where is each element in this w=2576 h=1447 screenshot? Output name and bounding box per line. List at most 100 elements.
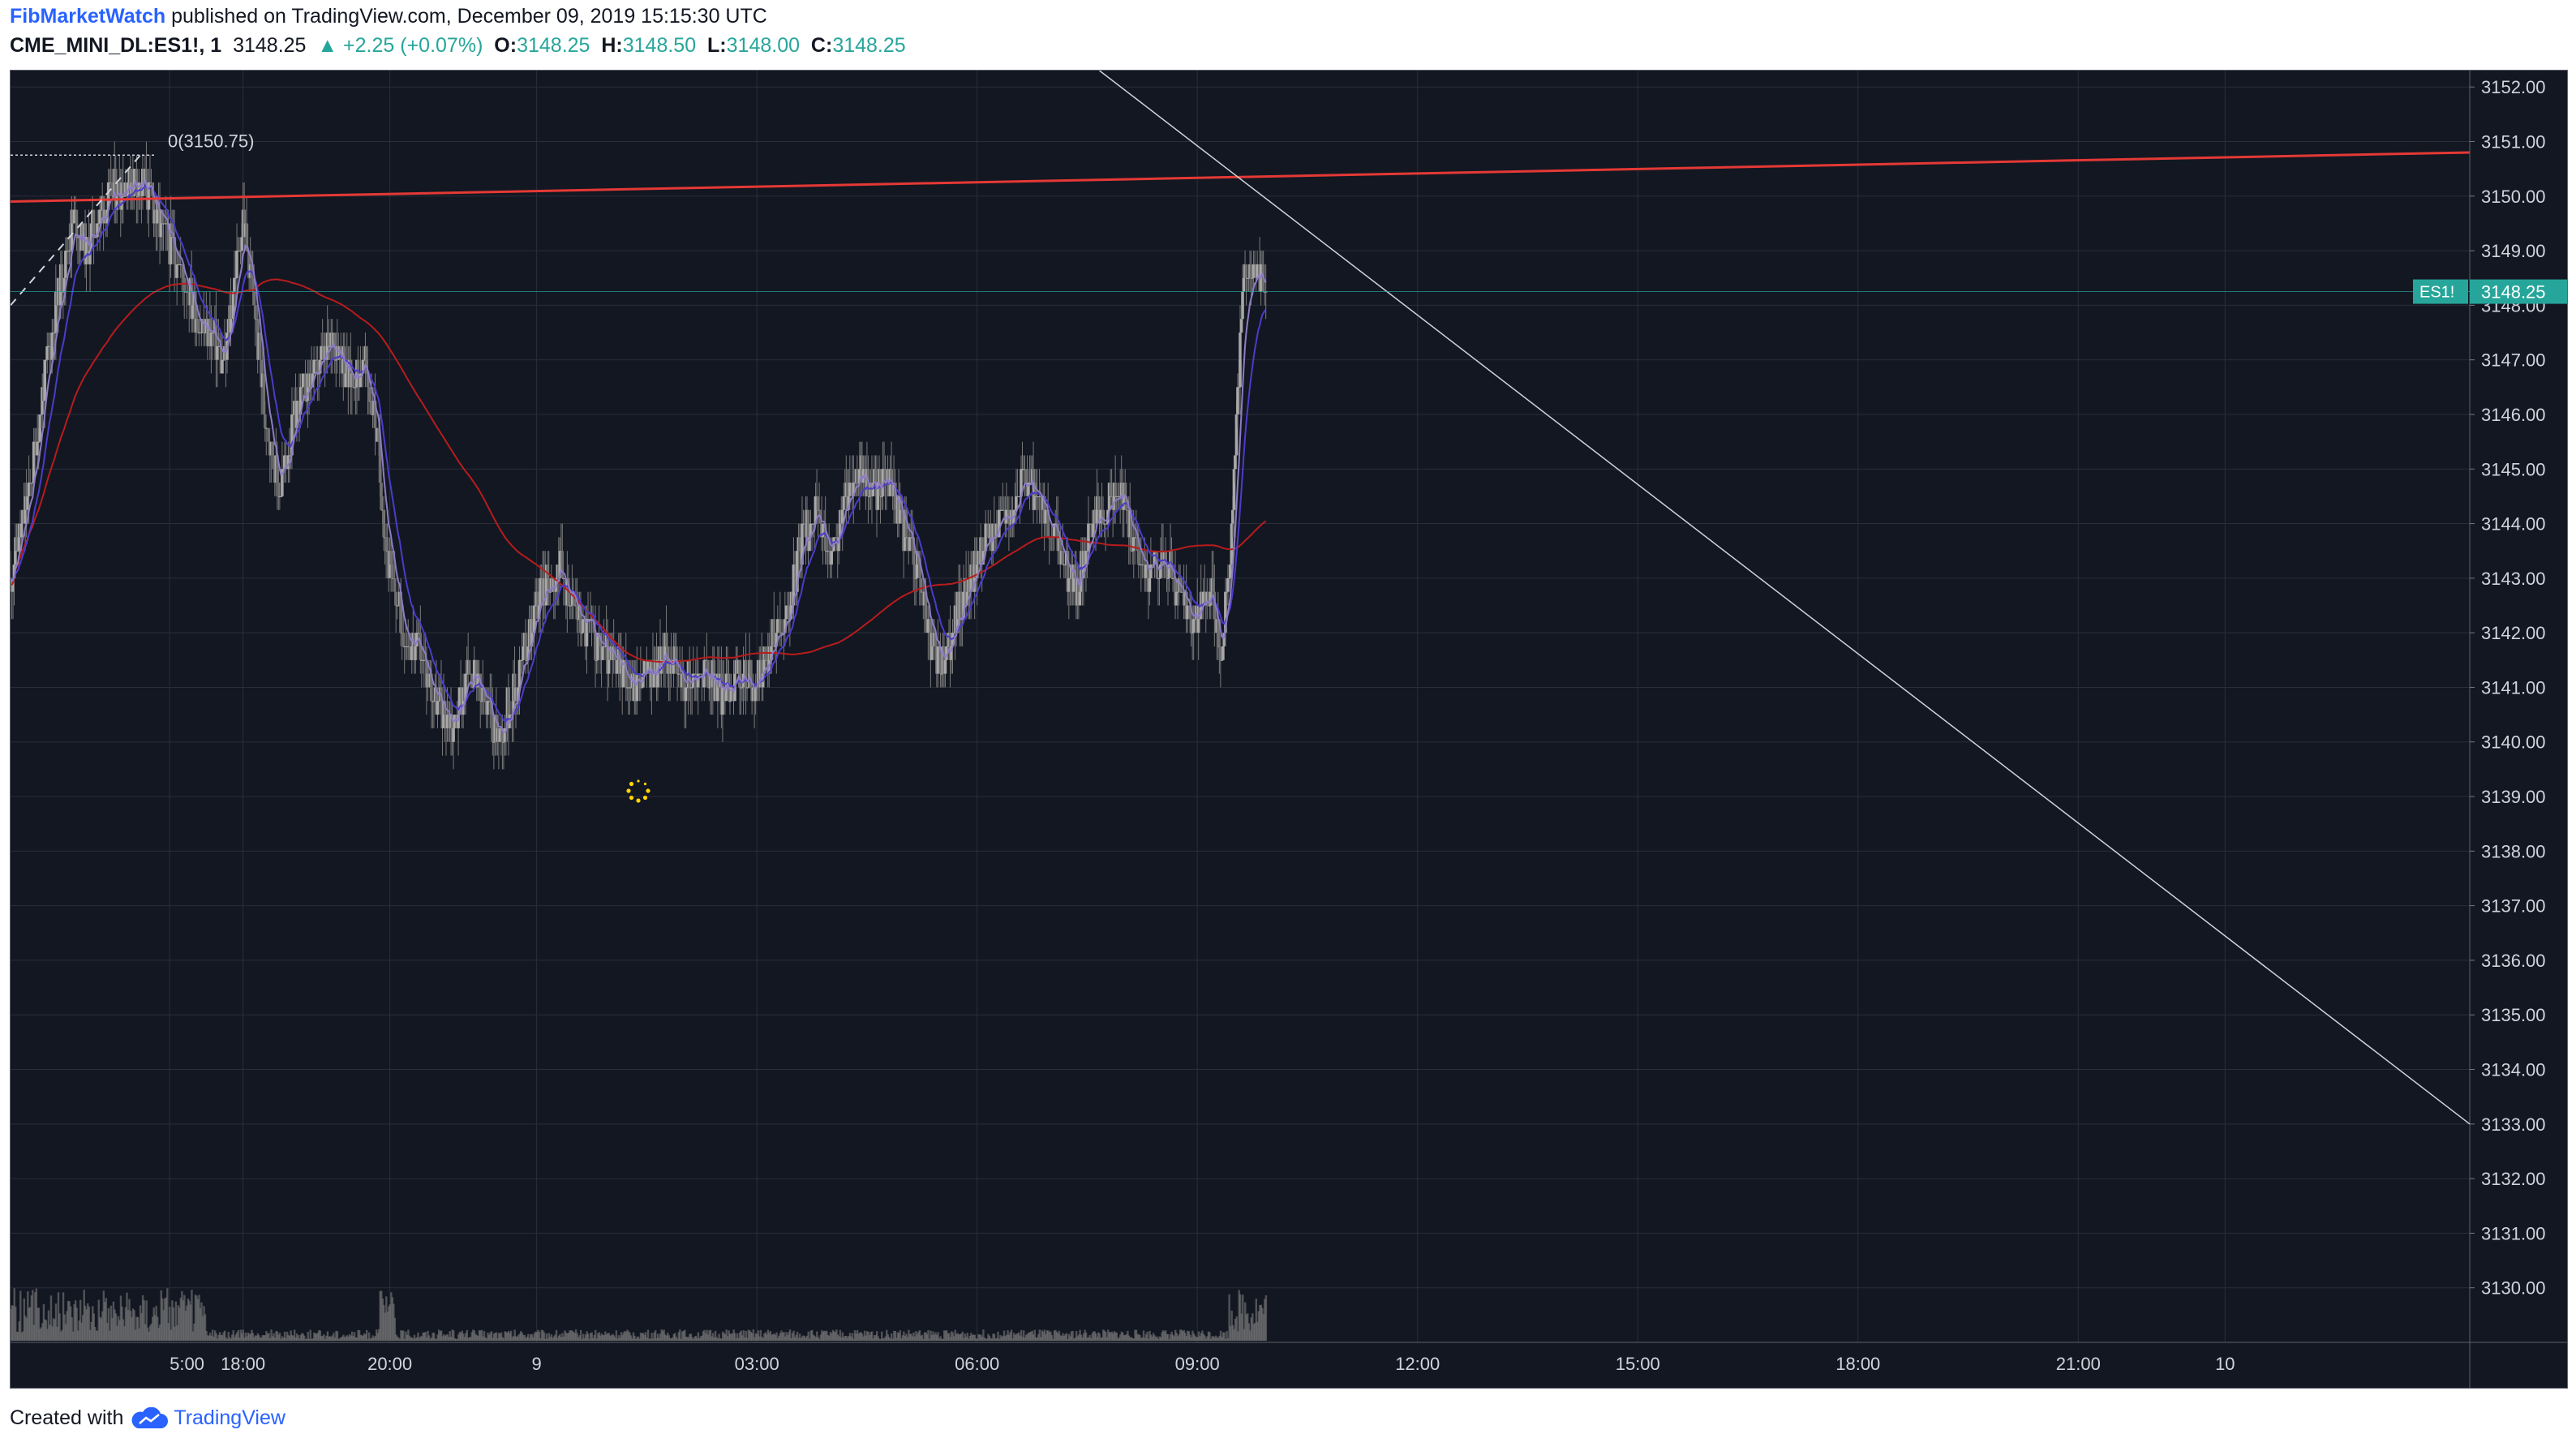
- candle-body: [517, 659, 522, 688]
- volume-bar: [379, 1290, 381, 1341]
- author-link[interactable]: FibMarketWatch: [10, 5, 166, 28]
- candle-body: [39, 414, 43, 415]
- volume-bar: [178, 1307, 181, 1341]
- volume-bar: [114, 1309, 116, 1341]
- volume-bar: [597, 1333, 599, 1341]
- candle-body: [640, 687, 644, 689]
- chart-pane[interactable]: 0(3150.75) 3130.00 3131.00 3132.00 3133.00 31…: [10, 70, 2568, 1389]
- volume-bar: [118, 1320, 121, 1341]
- candle-body: [753, 687, 758, 702]
- candle-body: [582, 619, 585, 633]
- time-tick-label: 09:00: [1175, 1354, 1220, 1374]
- close-value: 3148.25: [832, 34, 906, 57]
- volume-bar: [1036, 1337, 1038, 1341]
- candle-body: [852, 483, 856, 496]
- volume-bar: [583, 1338, 586, 1341]
- volume-bar: [100, 1318, 103, 1341]
- volume-bar: [294, 1337, 297, 1341]
- volume-bar: [1261, 1307, 1264, 1341]
- volume-bar: [1115, 1332, 1118, 1341]
- volume-bar: [242, 1329, 245, 1341]
- volume-bar: [1191, 1330, 1194, 1341]
- candle-body: [272, 455, 276, 470]
- volume-bar: [255, 1335, 258, 1341]
- spinner-dot: [642, 795, 648, 801]
- volume-bar: [90, 1321, 92, 1341]
- candle-body: [99, 209, 103, 211]
- volume-bar: [1064, 1334, 1067, 1341]
- volume-bar: [595, 1329, 597, 1341]
- price-chart[interactable]: 0(3150.75) 3130.00 3131.00 3132.00 3133.00 31…: [11, 71, 2568, 1389]
- volume-bar: [716, 1338, 719, 1341]
- volume-bar: [824, 1331, 827, 1341]
- candle-body: [1101, 509, 1105, 524]
- price-tick-label: 3141.00: [2481, 677, 2546, 698]
- volume-bar: [870, 1331, 874, 1341]
- volume-bar: [921, 1334, 924, 1341]
- candle-body: [492, 741, 496, 743]
- tradingview-brand-link[interactable]: TradingView: [130, 1406, 286, 1430]
- candle-body: [50, 333, 54, 360]
- volume-bar: [221, 1335, 224, 1341]
- volume-bar: [395, 1334, 397, 1341]
- candle-body: [880, 496, 883, 497]
- volume-bar: [1184, 1333, 1187, 1341]
- volume-bar: [1122, 1333, 1124, 1341]
- price-tick-label: 3136.00: [2481, 951, 2546, 971]
- candle-body: [787, 605, 791, 620]
- volume-bar: [151, 1316, 154, 1341]
- volume-bar: [869, 1332, 872, 1341]
- candle-body: [286, 455, 290, 470]
- volume-bar: [514, 1336, 517, 1341]
- volume-bar: [951, 1332, 954, 1341]
- volume-bar: [352, 1336, 354, 1341]
- candle-body: [749, 659, 753, 688]
- volume-bar: [728, 1330, 730, 1341]
- candle-body: [491, 715, 495, 742]
- volume-bar: [191, 1290, 193, 1341]
- volume-bar: [135, 1316, 138, 1341]
- volume-bar: [942, 1338, 944, 1341]
- candle-body: [281, 469, 284, 496]
- candle-body: [430, 673, 433, 702]
- volume-bar: [318, 1329, 320, 1341]
- volume-bar: [412, 1338, 414, 1341]
- candle-body: [1144, 565, 1148, 578]
- volume-bar: [400, 1330, 402, 1341]
- volume-bar: [1164, 1330, 1167, 1341]
- volume-bar: [1175, 1333, 1178, 1341]
- volume-bar: [478, 1330, 481, 1341]
- volume-bar: [1093, 1331, 1096, 1341]
- volume-bar: [637, 1336, 640, 1341]
- volume-bar: [874, 1335, 877, 1341]
- volume-bar: [1050, 1334, 1054, 1341]
- volume-bar: [829, 1332, 832, 1341]
- volume-bar: [686, 1337, 689, 1341]
- volume-bar: [30, 1295, 33, 1341]
- volume-bar: [985, 1338, 987, 1341]
- volume-bar: [437, 1329, 440, 1341]
- volume-bar: [608, 1333, 611, 1341]
- volume-bar: [615, 1330, 618, 1341]
- time-tick-label: 21:00: [2056, 1354, 2101, 1374]
- volume-bar: [1211, 1336, 1213, 1341]
- volume-bar: [461, 1330, 464, 1341]
- volume-bar: [763, 1333, 766, 1341]
- candle-body: [642, 659, 646, 674]
- volume-bar: [69, 1306, 72, 1341]
- candle-body: [436, 701, 440, 715]
- price-tick-label: 3130.00: [2481, 1278, 2546, 1299]
- volume-bar: [370, 1338, 373, 1341]
- volume-bar: [97, 1299, 101, 1341]
- volume-bar: [169, 1307, 171, 1341]
- volume-bar: [694, 1335, 698, 1341]
- volume-bar: [316, 1333, 320, 1341]
- volume-bar: [826, 1330, 828, 1341]
- volume-bar: [928, 1338, 931, 1341]
- candle-body: [1229, 565, 1232, 578]
- volume-bar: [383, 1304, 385, 1341]
- spinner-dot: [636, 798, 641, 803]
- volume-bar: [853, 1330, 857, 1341]
- volume-bar: [1037, 1333, 1040, 1341]
- volume-bar: [861, 1333, 864, 1341]
